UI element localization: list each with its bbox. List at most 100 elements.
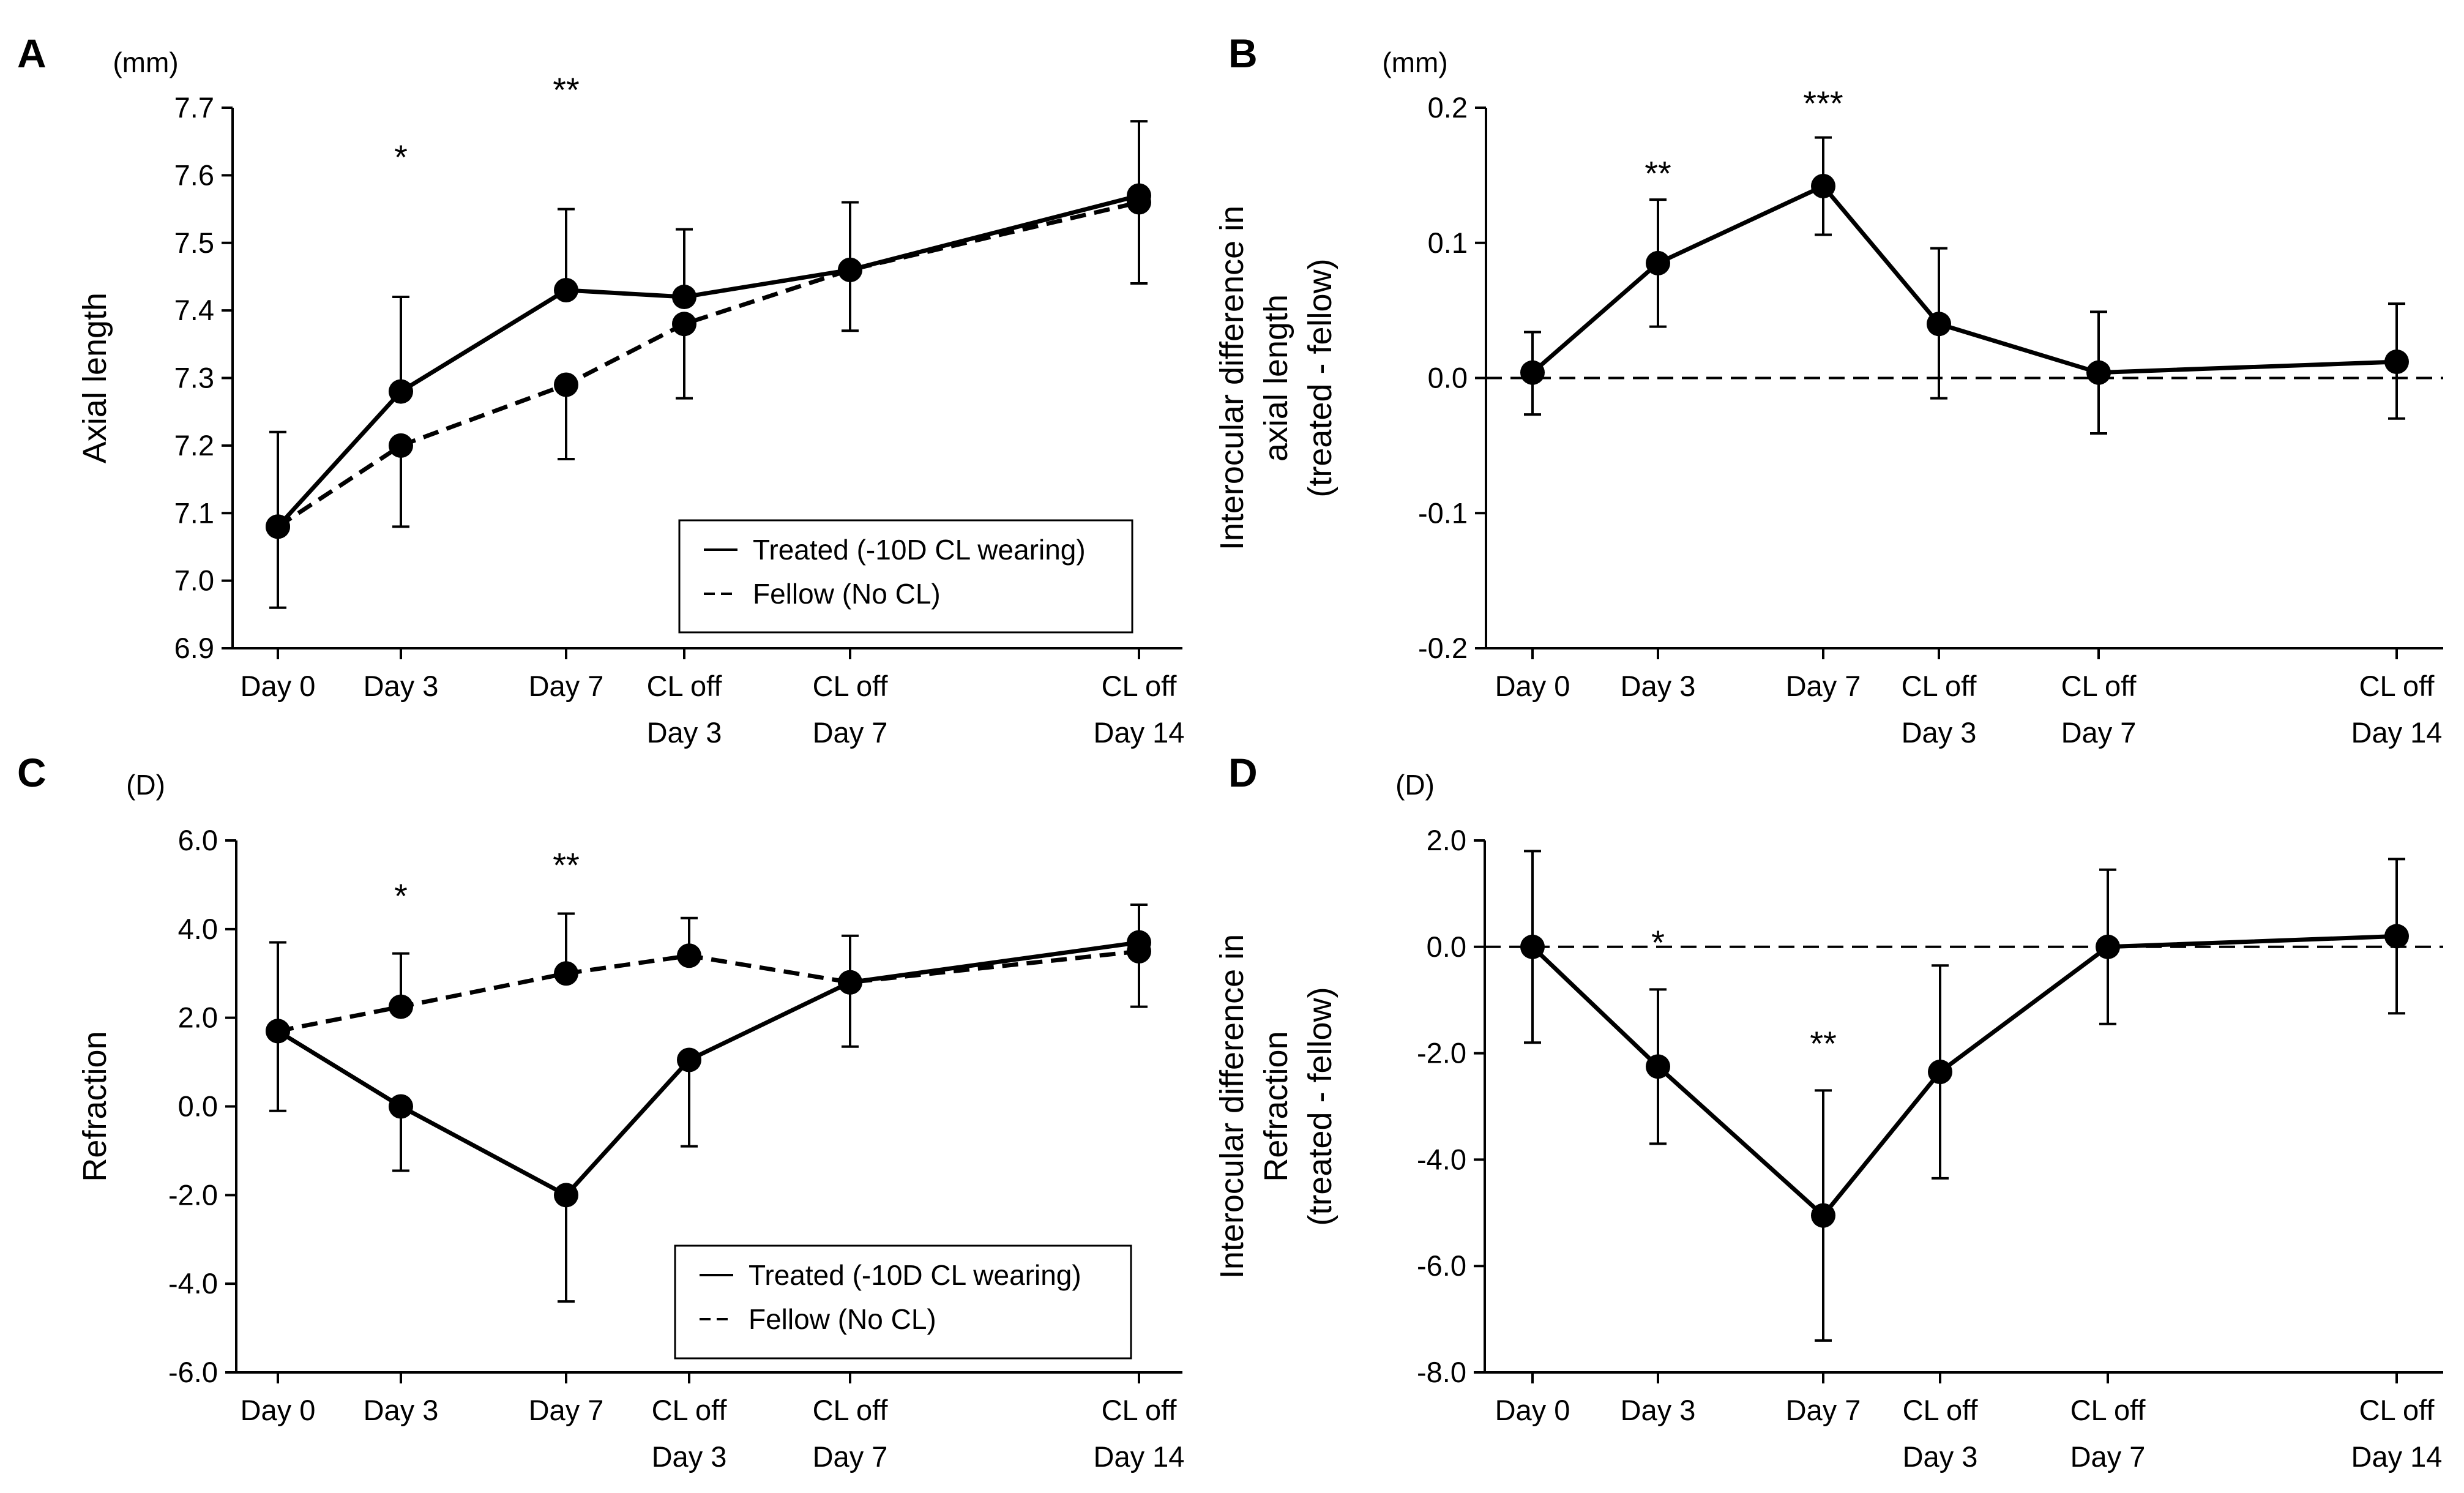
y-tick-label: 7.7 [174,91,214,124]
y-tick-label: 0.1 [1428,226,1468,259]
x-tick-label: CL off [2359,1394,2435,1426]
data-point [2096,934,2120,959]
significance-marker: * [394,877,408,915]
y-tick-label: 2.0 [1427,824,1466,856]
y-unit-label: (mm) [113,47,178,78]
y-tick-label: 0.0 [1428,362,1468,394]
series-line [277,200,1140,529]
x-tick-label: Day 3 [1902,716,1977,749]
y-tick-label: 6.0 [178,824,218,856]
series-line [277,949,1140,1033]
y-tick-label: 2.0 [178,1001,218,1034]
data-point [1928,1060,1952,1085]
x-tick-label: Day 7 [2070,1440,2146,1473]
y-tick-label: 7.1 [174,496,214,529]
y-tick-label: -2.0 [168,1178,218,1211]
y-tick-label: -6.0 [1417,1249,1466,1282]
data-point [554,372,578,397]
y-axis-title: (treated - fellow) [1302,987,1338,1225]
series-treated [1520,850,2409,1342]
data-point [266,1019,290,1044]
data-point [1127,190,1151,215]
y-tick-label: 7.0 [174,564,214,597]
data-point [1927,312,1951,337]
data-point [1811,1203,1835,1228]
data-point [672,312,696,337]
y-axis-title: (treated - fellow) [1302,258,1338,497]
legend-box [678,519,1133,634]
data-point [266,514,290,539]
x-tick-label: Day 14 [2351,716,2443,749]
x-tick-label: Day 7 [813,716,888,749]
data-point [389,994,413,1019]
significance-marker: ** [553,70,580,109]
legend-entry: Fellow (No CL) [753,578,941,610]
x-tick-label: CL off [1903,1394,1979,1426]
x-tick-label: Day 0 [241,670,316,702]
y-axis-title: Refraction [77,1031,113,1181]
data-point [2086,360,2111,385]
legend-entry: Treated (-10D CL wearing) [749,1259,1081,1291]
data-point [389,1094,413,1119]
x-tick-label: Day 7 [529,670,604,702]
data-point [838,257,862,282]
legend: Treated (-10D CL wearing) Fellow (No CL) [678,519,1133,634]
y-tick-label: 7.4 [174,294,214,326]
x-tick-label: Day 7 [1786,1394,1861,1426]
x-tick-label: CL off [2359,670,2435,702]
x-tick-label: CL off [1902,670,1977,702]
data-point [2384,924,2409,949]
significance-marker: * [1651,923,1665,962]
panel-c: C (D) -6.0 -4.0 -2.0 0.0 2.0 4.0 6.0 Day 0 Day 3 Da… [17,750,1184,1473]
y-tick-label: 7.3 [174,362,214,394]
y-tick-label: 6.9 [174,632,214,664]
data-point [677,943,701,968]
y-tick-label: 0.0 [1427,930,1466,963]
x-tick-label: Day 3 [647,716,722,749]
x-tick-label: Day 3 [1621,670,1696,702]
legend-entry: Treated (-10D CL wearing) [753,534,1086,566]
data-point [838,970,862,995]
x-tick-label: Day 14 [2351,1440,2443,1473]
y-axis-title: Axial length [77,293,113,463]
y-tick-label: 7.5 [174,226,214,259]
y-tick-label: 4.0 [178,913,218,945]
x-tick-label: Day 3 [364,670,439,702]
y-tick-label: -0.2 [1418,632,1468,664]
significance-marker: ** [553,845,580,884]
x-tick-label: Day 3 [652,1440,727,1473]
significance-marker: * [394,138,408,176]
y-tick-label: 7.2 [174,429,214,462]
y-unit-label: (D) [1395,769,1435,801]
x-tick-label: CL off [1102,1394,1178,1426]
panel-b: B (mm) -0.2 -0.1 0.0 0.1 0.2 Day 0 Day 3 Day 7 CL … [1214,31,2443,749]
panel-letter: B [1228,31,1258,76]
x-tick-label: Day 7 [813,1440,888,1473]
x-tick-label: Day 14 [1094,716,1185,749]
data-point [554,961,578,986]
y-axis-title: Interocular difference in [1214,206,1250,550]
y-tick-label: -0.1 [1418,496,1468,529]
y-tick-label: 7.6 [174,159,214,191]
series-line [1531,934,2397,1218]
x-tick-label: Day 7 [2061,716,2137,749]
data-point [672,285,696,310]
data-point [554,1183,578,1208]
x-tick-label: CL off [647,670,723,702]
data-point [1127,939,1151,964]
x-tick-label: Day 7 [1786,670,1861,702]
x-tick-label: Day 14 [1094,1440,1185,1473]
x-tick-label: CL off [652,1394,728,1426]
y-tick-label: -4.0 [1417,1143,1466,1175]
x-tick-label: Day 3 [364,1394,439,1426]
y-tick-label: -6.0 [168,1356,218,1388]
x-tick-label: Day 0 [241,1394,316,1426]
x-tick-label: CL off [813,1394,889,1426]
data-point [1520,360,1545,385]
series-line [276,193,1140,528]
x-tick-label: CL off [2070,1394,2146,1426]
panel-a: A (mm) 6.9 7.0 7.1 7.2 7.3 7.4 7.5 7.6 7.7 Day 0 Day… [17,31,1184,749]
panel-d: D (D) -8.0 -6.0 -4.0 -2.0 0.0 2.0 Day 0 Day 3 Day … [1214,750,2443,1473]
x-tick-label: Day 3 [1903,1440,1978,1473]
